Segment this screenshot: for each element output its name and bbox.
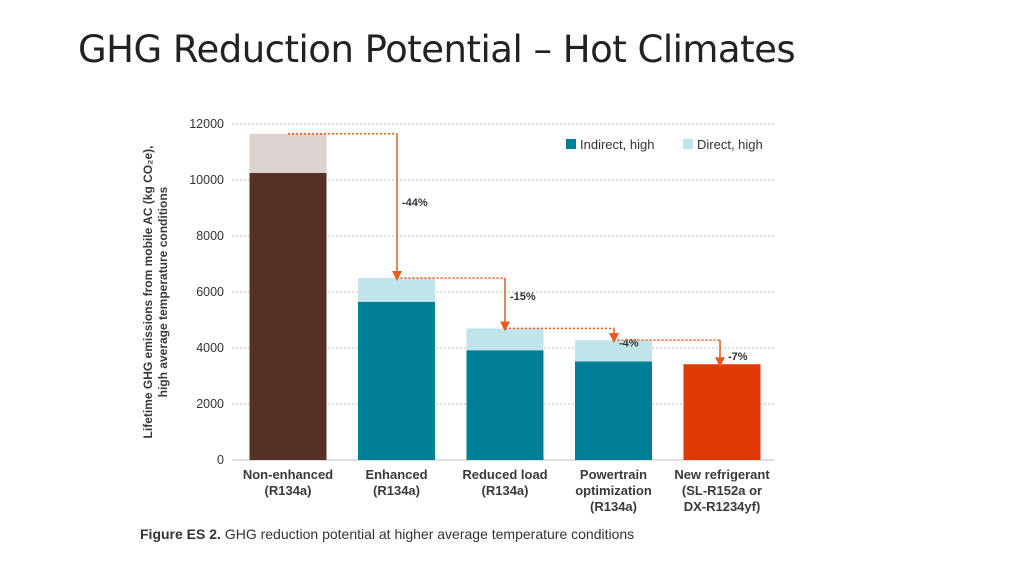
category-label: Enhanced	[365, 467, 427, 482]
bar-indirect	[466, 350, 544, 460]
reduction-label: -15%	[510, 291, 536, 303]
bars	[249, 133, 761, 460]
reduction-label: -7%	[728, 351, 748, 363]
category-label: (R134a)	[590, 499, 637, 514]
reduction-arrows: -44% -15% -4% -7%	[288, 133, 748, 368]
legend-swatch	[566, 139, 576, 149]
y-tick-label: 6000	[196, 285, 224, 299]
bar-indirect	[575, 361, 652, 460]
category-label: optimization	[575, 483, 652, 498]
slide-title: GHG Reduction Potential – Hot Climates	[78, 28, 796, 71]
bar-direct	[575, 340, 652, 362]
category-label: New refrigerant	[674, 467, 770, 482]
y-tick-label: 10000	[189, 173, 224, 187]
y-tick-label: 2000	[196, 397, 224, 411]
category-label: (R134a)	[373, 483, 420, 498]
category-label: DX-R1234yf)	[684, 499, 761, 514]
category-label: Powertrain	[580, 467, 647, 482]
y-tick-label: 12000	[189, 117, 224, 131]
y-axis-label-line: Lifetime GHG emissions from mobile AC (k…	[141, 146, 155, 439]
legend-label: Direct, high	[697, 137, 763, 152]
y-tick-label: 8000	[196, 229, 224, 243]
bar-direct	[466, 328, 544, 351]
figure-caption: Figure ES 2. GHG reduction potential at …	[140, 526, 634, 542]
legend: Indirect, high Direct, high	[566, 137, 763, 152]
legend-label: Indirect, high	[580, 137, 654, 152]
bar-indirect	[683, 364, 761, 460]
x-axis-categories: Non-enhanced(R134a)Enhanced(R134a)Reduce…	[243, 467, 770, 514]
legend-swatch	[683, 139, 693, 149]
reduction-label: -4%	[619, 337, 639, 349]
category-label: (R134a)	[482, 483, 529, 498]
bar-direct	[358, 278, 435, 302]
figure-caption-text: GHG reduction potential at higher averag…	[224, 526, 635, 542]
category-label: Reduced load	[462, 467, 547, 482]
y-axis-label: Lifetime GHG emissions from mobile AC (k…	[141, 146, 170, 439]
y-axis-label-line: high average temperature conditions	[156, 186, 170, 397]
figure-number: Figure ES 2.	[140, 526, 221, 542]
bar-direct	[249, 133, 327, 173]
reduction-label: -44%	[402, 197, 428, 209]
category-label: (R134a)	[265, 483, 312, 498]
y-tick-label: 0	[217, 453, 224, 467]
bar-indirect	[249, 173, 327, 460]
y-axis-ticks: 0 2000 4000 6000 8000 10000 12000	[189, 117, 224, 467]
y-tick-label: 4000	[196, 341, 224, 355]
category-label: Non-enhanced	[243, 467, 333, 482]
category-label: (SL-R152a or	[682, 483, 762, 498]
bar-indirect	[358, 301, 435, 460]
